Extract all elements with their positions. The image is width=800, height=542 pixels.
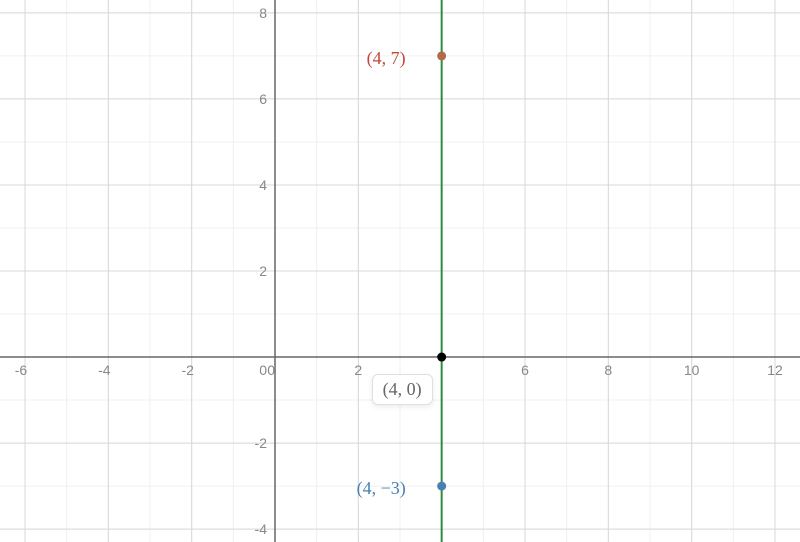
x-tick-label: -2	[181, 362, 194, 378]
y-tick-label: 8	[259, 5, 267, 21]
y-tick-label: 6	[259, 91, 267, 107]
point-label: (4, −3)	[357, 478, 406, 499]
x-tick-label: 2	[354, 362, 362, 378]
x-tick-label: 12	[767, 362, 783, 378]
origin-label: 0	[259, 362, 267, 378]
x-tick-label: 6	[521, 362, 529, 378]
x-tick-label: 8	[604, 362, 612, 378]
x-tick-label: 0	[267, 362, 275, 378]
y-tick-label: -2	[255, 435, 268, 451]
plotted-point	[437, 51, 446, 60]
chart-svg: -6 -4 -2 0 2 6 8 10 12 -4 -2 2 4 6 8 0 (4, 7) (4, −3)	[0, 0, 800, 542]
coordinate-plane: -6 -4 -2 0 2 6 8 10 12 -4 -2 2 4 6 8 0 (4, 7) (4, −3) (4,…	[0, 0, 800, 542]
x-tick-label: -6	[15, 362, 28, 378]
plotted-point	[437, 482, 446, 491]
point-tooltip: (4, 0)	[372, 374, 433, 405]
y-tick-label: 4	[259, 177, 267, 193]
x-tick-label: 10	[684, 362, 700, 378]
plotted-point	[437, 353, 446, 362]
y-tick-label: -4	[255, 521, 268, 537]
x-tick-label: -4	[98, 362, 111, 378]
point-label: (4, 7)	[367, 48, 406, 69]
y-tick-label: 2	[259, 263, 267, 279]
